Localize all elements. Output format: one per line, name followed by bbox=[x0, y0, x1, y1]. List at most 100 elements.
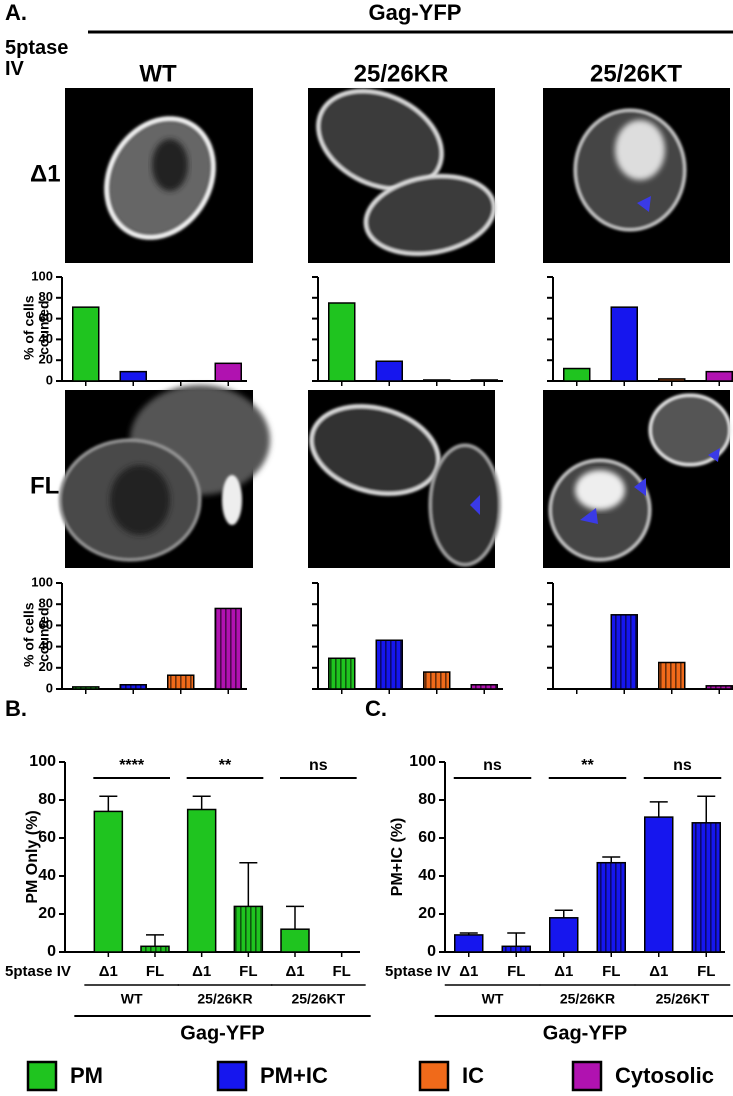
bar bbox=[423, 379, 451, 382]
bar bbox=[119, 370, 147, 382]
bar bbox=[610, 306, 638, 382]
y-tick-label: 0 bbox=[427, 943, 436, 960]
y-axis-label: PM+IC (%) bbox=[389, 818, 406, 897]
x-row-label: 5ptase IV bbox=[385, 963, 451, 980]
column-label: 25/26KR bbox=[354, 60, 449, 87]
x-tick-label: FL bbox=[602, 963, 620, 980]
panel-label: C. bbox=[365, 696, 387, 721]
bar bbox=[186, 808, 217, 953]
bar bbox=[214, 362, 242, 382]
bar-hatch bbox=[597, 862, 626, 952]
bar bbox=[644, 816, 674, 953]
significance-label: ns bbox=[673, 757, 692, 774]
group-label: 25/26KR bbox=[560, 991, 615, 1007]
significance-label: ns bbox=[483, 757, 502, 774]
x-tick-label: FL bbox=[697, 963, 715, 980]
bar-hatch bbox=[215, 608, 242, 689]
panel-label: A. bbox=[5, 0, 27, 25]
y-tick-label: 0 bbox=[46, 680, 53, 695]
group-label: 25/26KT bbox=[291, 991, 345, 1007]
bar-hatch bbox=[658, 662, 685, 689]
x-tick-label: Δ1 bbox=[99, 963, 118, 980]
row-label: Δ1 bbox=[30, 160, 61, 187]
bar-hatch bbox=[234, 906, 263, 952]
micrograph bbox=[58, 385, 270, 568]
legend-label: PM bbox=[70, 1063, 103, 1088]
y-tick-label: 80 bbox=[39, 596, 53, 611]
y-axis-label: % of cells counted bbox=[20, 295, 51, 360]
panel-label: B. bbox=[5, 696, 27, 721]
bar bbox=[705, 370, 733, 382]
column-label: WT bbox=[139, 60, 177, 87]
bar-hatch bbox=[167, 675, 194, 689]
legend-swatch bbox=[216, 1060, 248, 1092]
bar bbox=[328, 302, 356, 382]
y-axis-label: PM Only (%) bbox=[24, 810, 41, 903]
bar bbox=[563, 367, 591, 382]
significance-label: ** bbox=[581, 757, 594, 774]
y-tick-label: 60 bbox=[39, 617, 53, 632]
bar-hatch bbox=[692, 822, 721, 952]
y-tick-label: 40 bbox=[38, 867, 56, 884]
row-label: FL bbox=[30, 472, 59, 499]
bar-hatch bbox=[141, 946, 169, 952]
y-tick-label: 0 bbox=[47, 943, 56, 960]
significance-label: ns bbox=[309, 757, 328, 774]
micrograph bbox=[543, 390, 732, 568]
x-axis-label: Gag-YFP bbox=[543, 1022, 627, 1044]
x-axis-label: Gag-YFP bbox=[180, 1022, 264, 1044]
bar bbox=[72, 306, 100, 382]
x-tick-label: Δ1 bbox=[554, 963, 573, 980]
legend-label: Cytosolic bbox=[615, 1063, 714, 1088]
y-tick-label: 100 bbox=[31, 574, 53, 589]
y-tick-label: 20 bbox=[39, 352, 53, 367]
x-tick-label: FL bbox=[507, 963, 525, 980]
bar-hatch bbox=[72, 686, 99, 689]
x-tick-label: Δ1 bbox=[649, 963, 668, 980]
micrograph bbox=[308, 390, 502, 568]
row-header: 5ptase IV bbox=[5, 37, 69, 80]
bar bbox=[658, 378, 686, 382]
y-tick-label: 100 bbox=[409, 753, 436, 770]
y-tick-label: 80 bbox=[39, 289, 53, 304]
bar-hatch bbox=[502, 946, 531, 952]
y-tick-label: 100 bbox=[31, 268, 53, 283]
legend-label: PM+IC bbox=[260, 1063, 328, 1088]
significance-label: **** bbox=[119, 757, 145, 774]
bar-hatch bbox=[706, 685, 733, 689]
y-tick-label: 60 bbox=[418, 829, 436, 846]
y-tick-label: 20 bbox=[38, 905, 56, 922]
header: Gag-YFP bbox=[369, 0, 462, 25]
bar bbox=[454, 934, 484, 953]
y-tick-label: 0 bbox=[46, 372, 53, 387]
bar bbox=[375, 360, 403, 382]
group-label: 25/26KT bbox=[656, 991, 710, 1007]
micrograph bbox=[65, 88, 253, 263]
y-tick-label: 100 bbox=[29, 753, 56, 770]
significance-label: ** bbox=[219, 757, 232, 774]
bar bbox=[470, 379, 498, 382]
bar-hatch bbox=[471, 684, 498, 689]
bar bbox=[93, 810, 124, 953]
y-tick-label: 40 bbox=[39, 638, 53, 653]
bar-hatch bbox=[328, 658, 355, 689]
x-tick-label: Δ1 bbox=[459, 963, 478, 980]
bar-hatch bbox=[376, 640, 403, 689]
group-label: WT bbox=[482, 991, 504, 1007]
column-label: 25/26KT bbox=[590, 60, 682, 87]
bar-hatch bbox=[423, 672, 450, 689]
legend-label: IC bbox=[462, 1063, 484, 1088]
bar bbox=[280, 928, 310, 953]
x-row-label: 5ptase IV bbox=[5, 963, 71, 980]
bar-hatch bbox=[120, 684, 147, 689]
bar-hatch bbox=[611, 614, 638, 689]
y-tick-label: 60 bbox=[38, 829, 56, 846]
y-tick-label: 80 bbox=[418, 791, 436, 808]
legend-swatch bbox=[26, 1060, 58, 1092]
y-tick-label: 80 bbox=[38, 791, 56, 808]
legend-swatch bbox=[571, 1060, 603, 1092]
y-axis-label: % of cells counted bbox=[20, 602, 51, 667]
micrograph bbox=[308, 88, 497, 263]
